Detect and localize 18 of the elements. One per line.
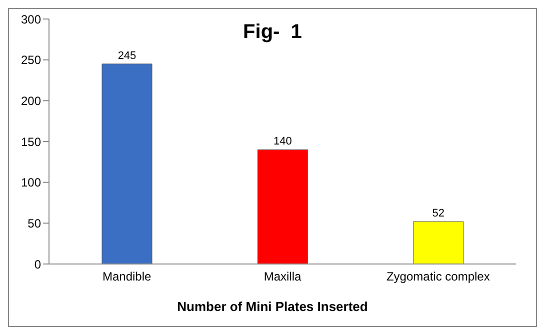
- bar: [102, 64, 152, 264]
- y-tick-label: 50: [28, 216, 42, 230]
- data-label: 140: [273, 136, 292, 148]
- chart-title: Fig- 1: [243, 21, 302, 43]
- y-tick-label: 100: [20, 176, 42, 190]
- y-tick-label: 250: [20, 53, 42, 68]
- y-tick-label: 0: [34, 257, 42, 272]
- x-tick-label: Maxilla: [264, 270, 302, 284]
- x-axis-title: Number of Mini Plates Inserted: [176, 299, 369, 314]
- bar: [413, 221, 464, 264]
- y-tick-label: 300: [20, 12, 42, 26]
- y-tick-label: 150: [20, 134, 42, 149]
- x-tick-label: Zygomatic complex: [386, 270, 490, 284]
- y-tick-label: 200: [20, 94, 42, 108]
- x-tick-label: Mandible: [102, 270, 152, 284]
- data-label: 52: [432, 208, 444, 220]
- bar: [257, 149, 308, 264]
- data-label: 245: [118, 50, 136, 62]
